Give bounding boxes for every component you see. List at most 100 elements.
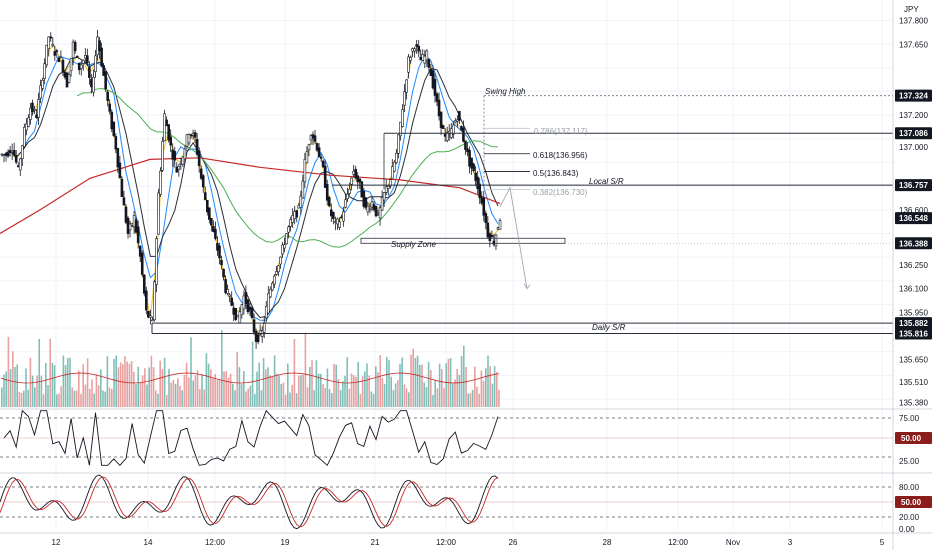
volume-bar <box>421 364 423 407</box>
volume-bars <box>0 330 500 407</box>
volume-bar <box>20 392 23 407</box>
price-tag-label: 136.388 <box>899 239 928 248</box>
volume-bar <box>416 355 419 407</box>
volume-bar <box>29 357 32 407</box>
volume-bar <box>181 390 183 407</box>
candle-body <box>189 134 193 136</box>
price-axis[interactable]: 137.800 137.650 137.324 137.200 137.086 137.0… <box>892 0 932 550</box>
volume-bar <box>491 383 494 407</box>
candle-body <box>445 132 449 141</box>
candle-body <box>114 136 118 150</box>
candle-body <box>417 45 421 52</box>
volume-bar <box>16 364 18 407</box>
candle-body <box>332 212 335 219</box>
volume-bar <box>280 383 282 407</box>
volume-bar <box>423 382 425 407</box>
volume-bar <box>309 367 311 407</box>
volume-bar <box>82 364 84 407</box>
volume-bar <box>465 367 467 407</box>
candle-body <box>285 233 288 245</box>
volume-bar <box>267 367 269 407</box>
volume-bar <box>298 375 300 407</box>
price-tag-label: 135.816 <box>899 330 928 339</box>
time-label: 12:00 <box>436 538 457 547</box>
volume-bar <box>438 363 441 407</box>
candle-body <box>75 55 79 58</box>
volume-bar <box>155 390 157 407</box>
candle-body <box>468 149 471 167</box>
volume-bar <box>375 366 377 407</box>
time-axis[interactable]: 12 14 12:00 19 21 12:00 26 28 12:00 Nov 3 5 <box>0 532 932 547</box>
candle-body <box>165 119 168 127</box>
fib-0786-label: 0.786(137.117) <box>534 127 588 136</box>
volume-bar <box>159 360 161 407</box>
volume-bar <box>135 384 137 407</box>
volume-bar <box>482 381 485 407</box>
volume-bar <box>342 381 344 407</box>
volume-bar <box>295 393 298 407</box>
candle-body <box>43 63 46 79</box>
rsi-value-tag <box>895 432 932 444</box>
candle-body <box>386 185 390 189</box>
candle-body <box>372 204 376 210</box>
candle-body <box>222 268 225 278</box>
volume-bar <box>357 361 359 407</box>
candle-body <box>55 50 59 52</box>
candle-body <box>472 163 475 171</box>
volume-bar <box>5 371 7 407</box>
volume-bar <box>427 361 430 407</box>
candle-body <box>279 256 282 265</box>
candle-body <box>325 184 329 201</box>
candle-body <box>171 149 175 160</box>
volume-bar <box>12 351 14 407</box>
candle-body <box>187 134 191 144</box>
candle-body <box>271 282 274 291</box>
candle-body <box>193 132 197 138</box>
candle-body <box>244 292 248 305</box>
volume-bar <box>496 372 498 407</box>
candle-body <box>423 55 427 64</box>
candle-body <box>230 297 233 306</box>
rsi-panel[interactable]: 75.00 25.00 50.00 <box>0 408 932 467</box>
volume-bar <box>62 355 65 407</box>
candle-body <box>2 154 6 156</box>
candle-body <box>248 306 252 311</box>
volume-bar <box>350 373 353 407</box>
candle-body <box>382 192 386 201</box>
candle-body <box>216 242 219 251</box>
candle-body <box>130 223 134 226</box>
candle-body <box>226 289 229 294</box>
candle-body <box>390 166 394 179</box>
stoch-value-tag-label: 50.00 <box>901 498 922 507</box>
candle-body <box>413 48 416 52</box>
volume-bar <box>370 391 373 407</box>
volume-bar <box>212 378 214 407</box>
candle-body <box>106 91 109 101</box>
volume-bar <box>3 374 5 407</box>
time-label: Nov <box>726 538 740 547</box>
candle-body <box>443 133 447 137</box>
candle-body <box>134 219 138 233</box>
candle-body <box>90 78 93 88</box>
volume-bar <box>205 353 208 407</box>
volume-bar <box>313 390 315 407</box>
volume-bar <box>172 380 175 407</box>
candle-body <box>0 153 4 156</box>
candle-body <box>346 193 349 199</box>
candle-body <box>435 93 439 102</box>
volume-bar <box>359 393 362 407</box>
candle-body <box>419 57 423 61</box>
candle-body <box>269 288 272 298</box>
volume-bar <box>100 369 102 407</box>
candle-body <box>20 145 24 159</box>
candle-body <box>126 217 130 234</box>
candle-body <box>281 244 284 255</box>
price-tag-label: 137.324 <box>899 92 928 101</box>
time-label: 12:00 <box>205 538 226 547</box>
candle-body <box>100 47 103 67</box>
stochastic-panel[interactable]: 80.00 20.00 0.00 50.00 <box>0 472 932 534</box>
candle-body <box>319 156 323 159</box>
candle-body <box>275 271 278 275</box>
volume-bar <box>476 386 478 407</box>
